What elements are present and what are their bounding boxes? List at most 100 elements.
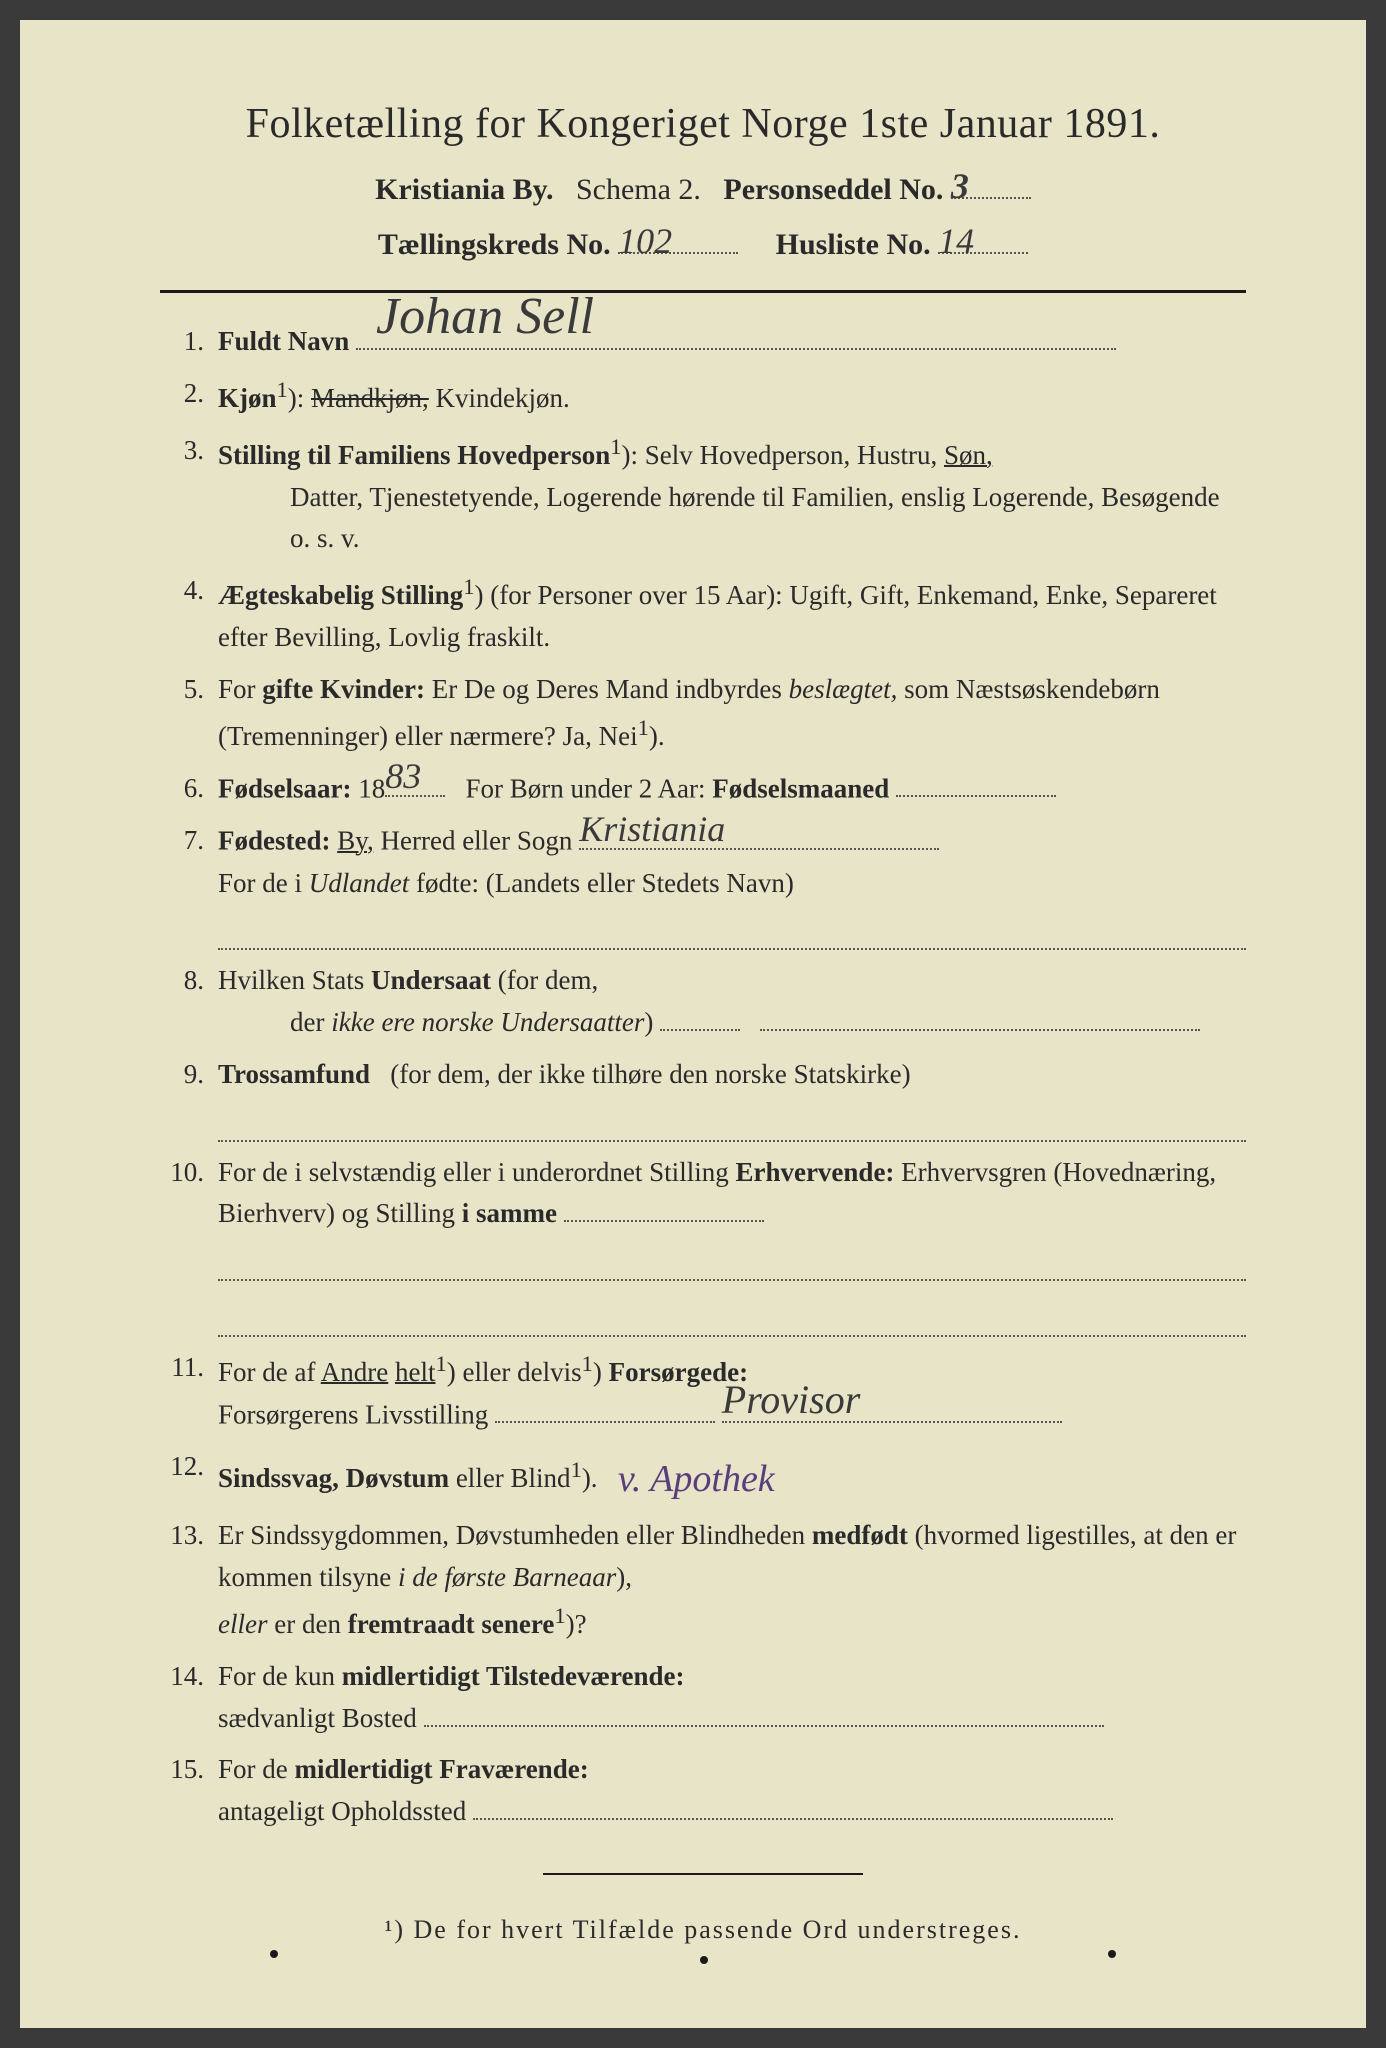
r13-ital: i de første Barneaar — [398, 1562, 616, 1592]
personseddel-no-field: 3 — [951, 166, 1031, 199]
row-num: 7. — [160, 820, 218, 862]
row-num: 5. — [160, 669, 218, 711]
r10-pre: For de i selvstændig eller i underordnet… — [218, 1157, 729, 1187]
trossamfund-text: (for dem, der ikke tilhøre den norske St… — [390, 1059, 910, 1089]
kreds-no-value: 102 — [618, 220, 672, 262]
row-10: 10. For de i selvstændig eller i underor… — [160, 1152, 1246, 1337]
subtitle-line: Kristiania By. Schema 2. Personseddel No… — [160, 166, 1246, 207]
tilstede-label: midlertidigt Tilstedeværende: — [342, 1661, 685, 1691]
row-num: 9. — [160, 1054, 218, 1096]
row-num: 14. — [160, 1656, 218, 1698]
year-field: 83 — [385, 768, 445, 798]
century-text: 18 — [358, 773, 385, 803]
kjon-label: Kjøn — [218, 383, 277, 413]
row-num: 4. — [160, 570, 218, 612]
r13-a: Er Sindssygdommen, Døvstumheden eller Bl… — [218, 1520, 805, 1550]
row-4: 4. Ægteskabelig Stilling1) (for Personer… — [160, 570, 1246, 659]
row-num: 6. — [160, 768, 218, 810]
ink-speck — [1108, 1950, 1116, 1958]
forsorger-text: Forsørgerens Livsstilling — [218, 1399, 488, 1429]
trossamfund-field — [218, 1104, 1246, 1142]
city-label: Kristiania By. — [375, 173, 553, 206]
row-num: 12. — [160, 1446, 218, 1488]
name-field: Johan Sell — [356, 323, 1116, 350]
page-title: Folketælling for Kongeriget Norge 1ste J… — [160, 100, 1246, 148]
stilling-label: Stilling til Familiens Hovedperson — [218, 440, 610, 470]
fodested-value: Kristiania — [579, 802, 725, 858]
subsub-line: Tællingskreds No. 102 Husliste No. 14 — [160, 221, 1246, 262]
row-num: 10. — [160, 1152, 218, 1194]
row-3: 3. Stilling til Familiens Hovedperson1):… — [160, 430, 1246, 561]
row-15: 15. For de midlertidigt Fraværende: anta… — [160, 1749, 1246, 1833]
forsorger-field-gap — [495, 1396, 715, 1423]
delvis-option: delvis — [517, 1357, 582, 1387]
r14-pre: For de kun — [218, 1661, 335, 1691]
erhvervende-label: Erhvervende: — [735, 1157, 894, 1187]
helt-option: helt — [395, 1357, 436, 1387]
row-8: 8. Hvilken Stats Undersaat (for dem, der… — [160, 960, 1246, 1044]
header-rule — [160, 290, 1246, 293]
fodested-label: Fødested: — [218, 826, 330, 856]
fodested-field: Kristiania — [579, 820, 939, 850]
r8-der: der — [290, 1007, 324, 1037]
r12-value: v. Apothek — [618, 1450, 775, 1509]
mandkjon-option: Mandkjøn, — [311, 383, 429, 413]
husliste-no-value: 14 — [938, 220, 974, 262]
row-7: 7. Fødested: By, Herred eller Sogn Krist… — [160, 820, 1246, 950]
udlandet-field — [218, 913, 1246, 951]
by-option: By, — [337, 826, 374, 856]
opholdssted-field — [473, 1793, 1113, 1820]
beslaegtet-text: beslægtet, — [789, 674, 898, 704]
trossamfund-label: Trossamfund — [218, 1059, 370, 1089]
fodselsaar-label: Fødselsaar: — [218, 773, 351, 803]
bosted-field — [424, 1700, 1104, 1727]
row-num: 1. — [160, 321, 218, 363]
kreds-label: Tællingskreds No. — [378, 228, 611, 261]
row-12: 12. Sindssvag, Døvstum eller Blind1). v.… — [160, 1446, 1246, 1505]
stilling-opts-b: Datter, Tjenestetyende, Logerende hørend… — [290, 482, 1220, 512]
opholdssted-text: antageligt Opholdssted — [218, 1796, 466, 1826]
undersaat-label: Undersaat — [371, 965, 491, 995]
r15-pre: For de — [218, 1754, 288, 1784]
undersaat-field-a — [660, 1004, 740, 1031]
gifte-kvinder-label: gifte Kvinder: — [262, 674, 425, 704]
blind-text: eller Blind — [456, 1463, 571, 1493]
son-option: Søn, — [944, 440, 993, 470]
r8-mid: (for dem, — [498, 965, 598, 995]
row-13: 13. Er Sindssygdommen, Døvstumheden elle… — [160, 1515, 1246, 1646]
personseddel-label: Personseddel No. — [723, 173, 943, 206]
andre-option: Andre — [321, 1357, 388, 1387]
row-5: 5. For gifte Kvinder: Er De og Deres Man… — [160, 669, 1246, 758]
herred-text: Herred eller Sogn — [381, 826, 573, 856]
erhverv-field-b — [218, 1243, 1246, 1281]
fremtraadt-label: fremtraadt senere — [348, 1609, 555, 1639]
forsorger-field: Provisor — [722, 1394, 1062, 1424]
eller-text: eller — [218, 1609, 267, 1639]
row-num: 13. — [160, 1515, 218, 1557]
r5-text-a: Er De og Deres Mand indbyrdes — [432, 674, 782, 704]
row-num: 2. — [160, 373, 218, 415]
r13-c: ), — [616, 1562, 632, 1592]
footnote-rule — [543, 1873, 863, 1875]
udlandet-text: Udlandet — [309, 868, 410, 898]
row-14: 14. For de kun midlertidigt Tilstedevære… — [160, 1656, 1246, 1740]
erhverv-field-a — [564, 1195, 764, 1222]
i-samme: i samme — [462, 1198, 557, 1228]
r8-ital: ikke ere norske Undersaatter — [331, 1007, 644, 1037]
erhverv-field-c — [218, 1299, 1246, 1337]
row-9: 9. Trossamfund (for dem, der ikke tilhør… — [160, 1054, 1246, 1142]
fravaerende-label: midlertidigt Fraværende: — [295, 1754, 589, 1784]
name-value: Johan Sell — [376, 277, 594, 358]
stilling-opts-a: Selv Hovedperson, Hustru, — [645, 440, 937, 470]
row-2: 2. Kjøn1): Mandkjøn, Kvindekjøn. — [160, 373, 1246, 420]
osv-text: o. s. v. — [290, 523, 360, 553]
r6-text2: For Børn under 2 Aar: — [465, 773, 705, 803]
husliste-no-field: 14 — [938, 221, 1028, 254]
census-form-page: Folketælling for Kongeriget Norge 1ste J… — [20, 20, 1366, 2028]
row-num: 11. — [160, 1347, 218, 1389]
row-num: 3. — [160, 430, 218, 472]
husliste-label: Husliste No. — [776, 228, 931, 261]
udl-pre: For de i — [218, 868, 302, 898]
undersaat-field-b — [760, 1004, 1200, 1031]
r13-d: er den — [274, 1609, 341, 1639]
